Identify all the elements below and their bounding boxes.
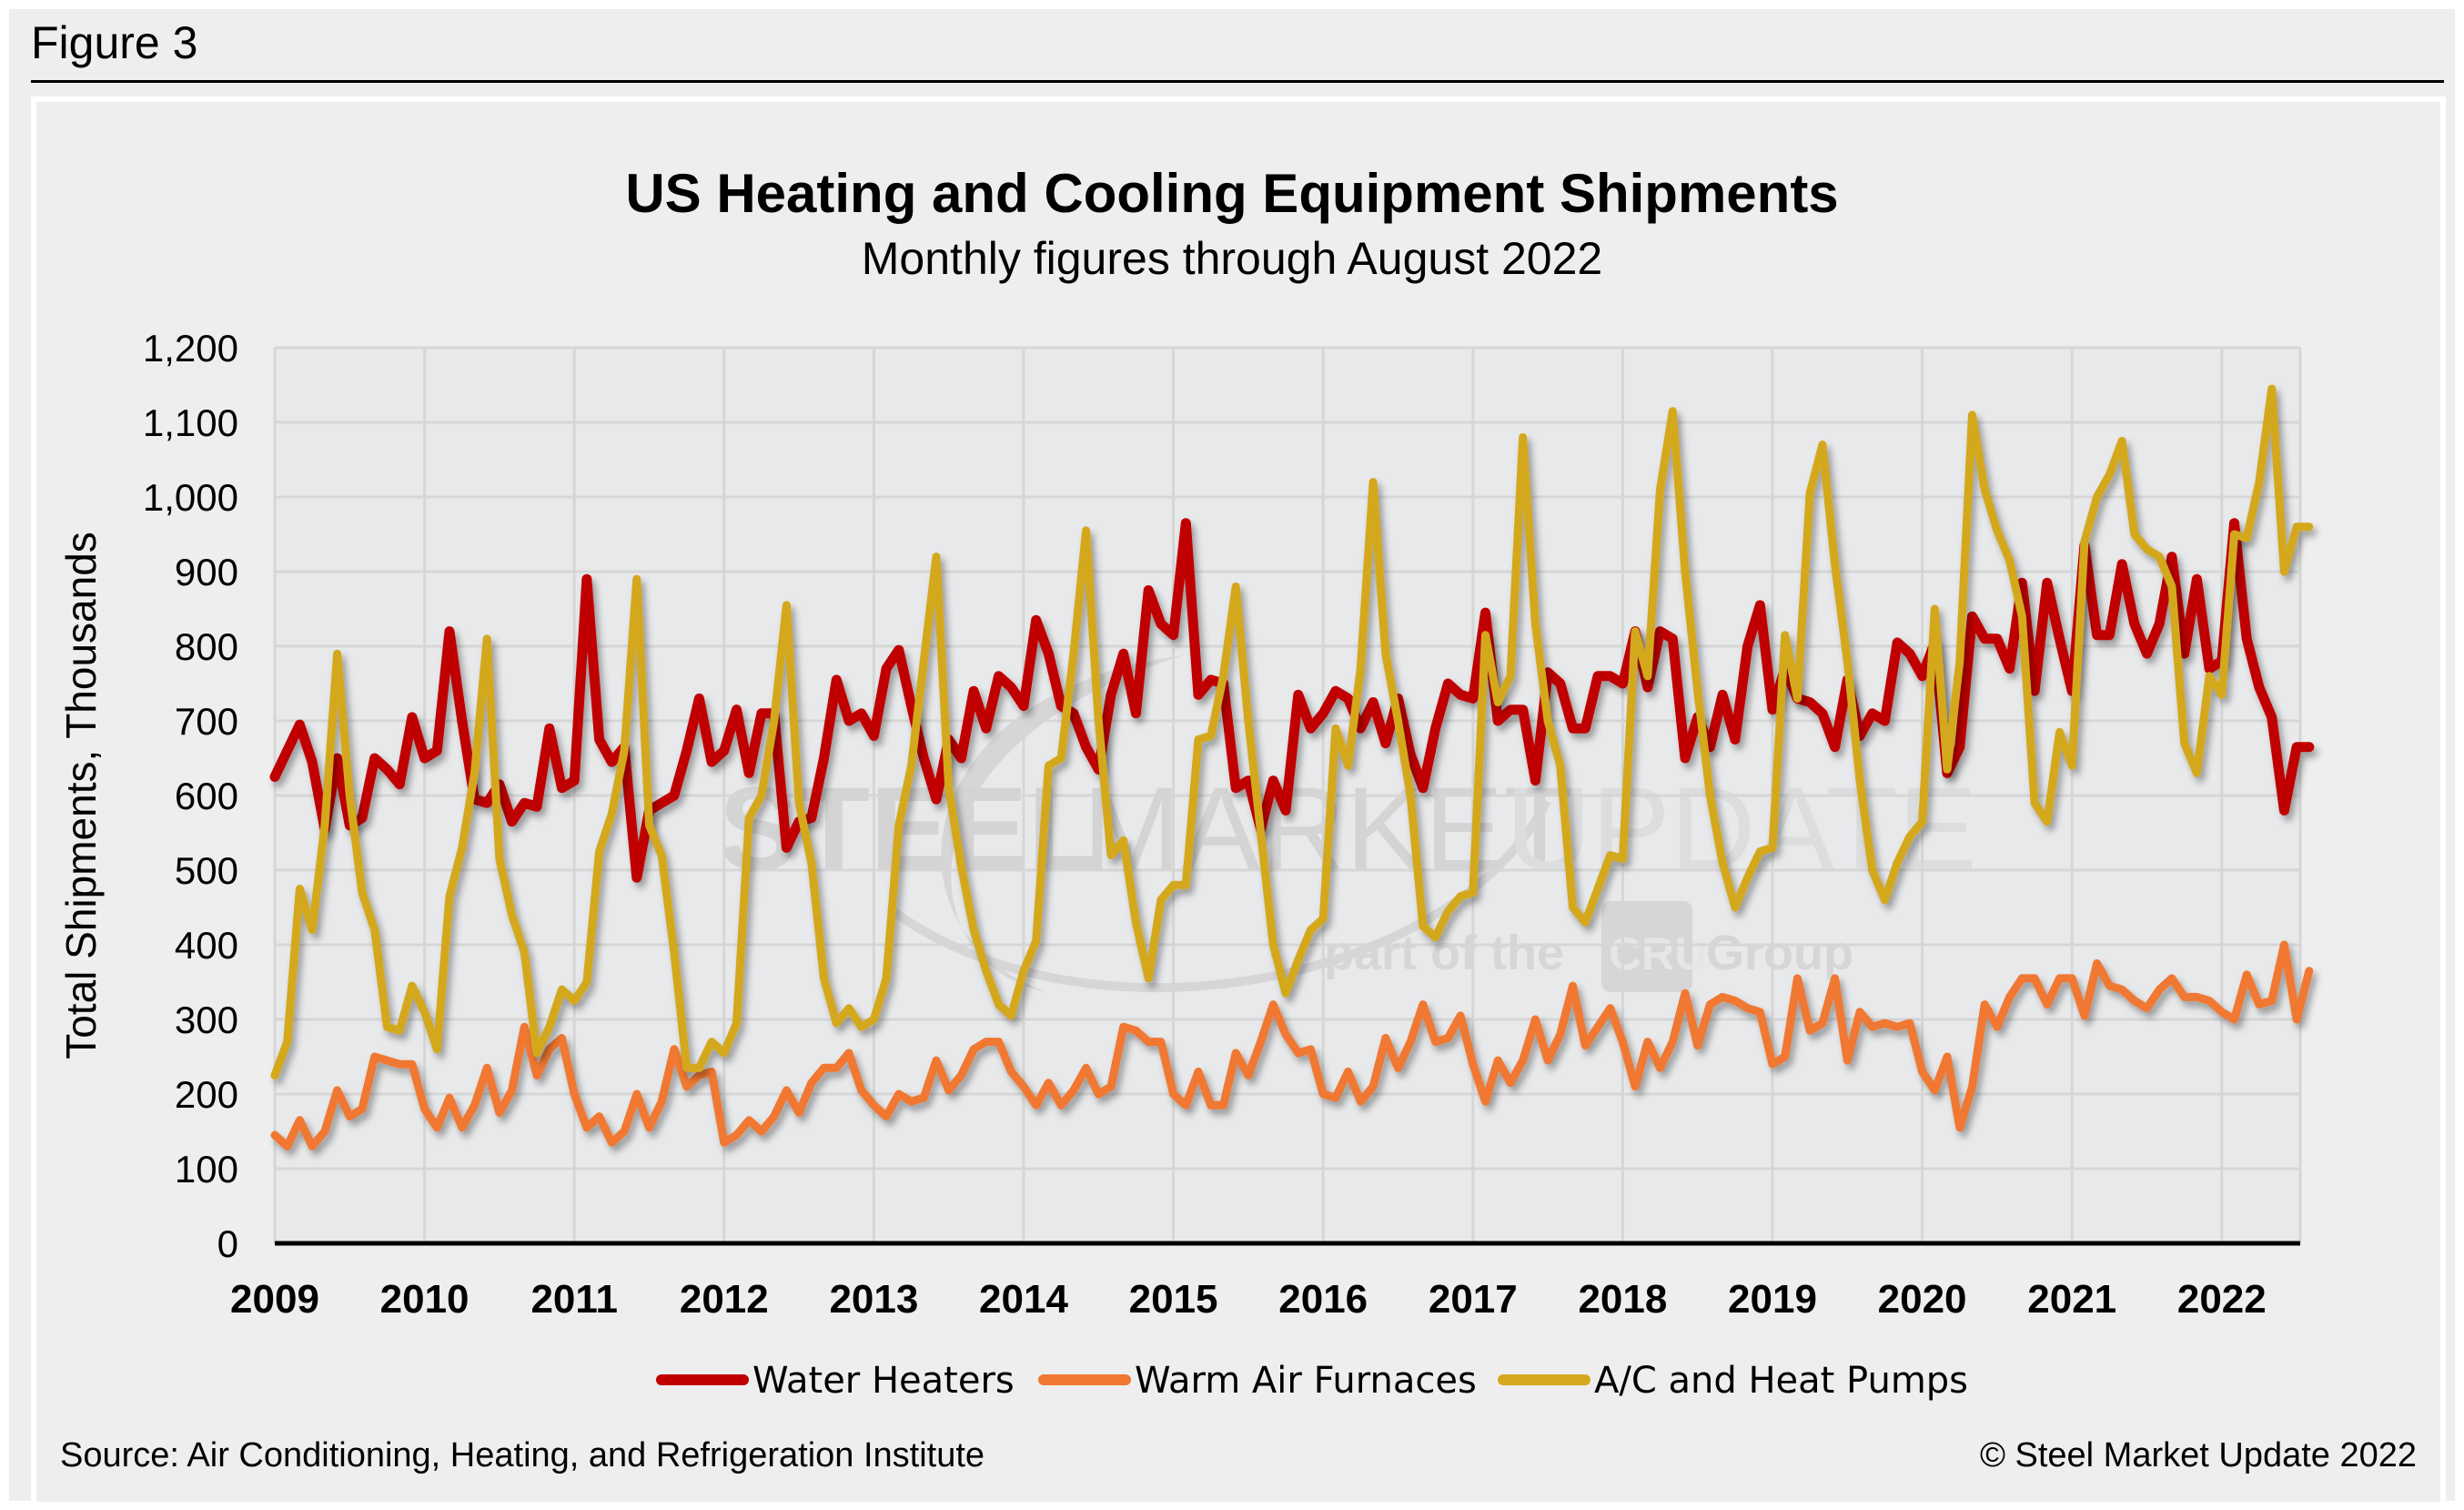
legend-label: A/C and Heat Pumps xyxy=(1594,1360,1968,1402)
series-line-warm-air-furnaces xyxy=(270,940,2314,1150)
source-note: Source: Air Conditioning, Heating, and R… xyxy=(60,1436,985,1475)
x-tick-label: 2021 xyxy=(2027,1277,2116,1322)
y-tick-label: 800 xyxy=(175,625,238,668)
x-tick-label: 2019 xyxy=(1728,1277,1817,1322)
series-line-a-c-and-heat-pumps xyxy=(270,384,2314,1079)
watermark-cru: CRU xyxy=(1609,928,1707,979)
y-tick-label: 500 xyxy=(175,849,238,892)
y-tick-label: 1,200 xyxy=(143,327,238,370)
y-axis-ticks: 0 100 200 300 400 500 600 700 800 900 1,000 1,100 1,… xyxy=(143,327,238,1265)
legend-label: Water Heaters xyxy=(752,1360,1015,1402)
x-tick-label: 2016 xyxy=(1278,1277,1368,1322)
legend: Water Heaters Warm Air Furnaces A/C and He… xyxy=(656,1360,1968,1402)
x-tick-label: 2010 xyxy=(380,1277,470,1322)
y-tick-label: 1,000 xyxy=(143,476,238,519)
watermark-group: Group xyxy=(1706,926,1853,980)
y-tick-label: 600 xyxy=(175,775,238,817)
watermark: STEEL MARKET UPDATE part of the CRU Grou… xyxy=(719,655,1977,993)
figure-label: Figure 3 xyxy=(31,17,198,68)
watermark-swoosh-arc xyxy=(889,798,1551,993)
y-axis-label: Total Shipments, Thousands xyxy=(57,532,105,1059)
y-tick-label: 100 xyxy=(175,1148,238,1191)
x-tick-label: 2013 xyxy=(829,1277,918,1322)
copyright-note: © Steel Market Update 2022 xyxy=(1979,1436,2417,1475)
x-tick-label: 2012 xyxy=(680,1277,769,1322)
y-tick-label: 700 xyxy=(175,700,238,743)
legend-label: Warm Air Furnaces xyxy=(1135,1360,1477,1402)
x-tick-label: 2015 xyxy=(1129,1277,1218,1322)
watermark-swoosh xyxy=(941,655,1183,992)
chart-subtitle: Monthly figures through August 2022 xyxy=(861,233,1603,284)
watermark-update: UPDATE xyxy=(1506,762,1977,895)
x-tick-label: 2011 xyxy=(530,1277,617,1322)
series-lines xyxy=(269,384,2315,1150)
figure-divider xyxy=(31,80,2444,83)
y-tick-label: 0 xyxy=(217,1222,238,1265)
y-tick-label: 900 xyxy=(175,551,238,593)
x-tick-label: 2022 xyxy=(2177,1277,2267,1322)
x-axis-ticks: 2009 2010 2011 2012 2013 2014 2015 2016 2017 2018… xyxy=(230,1277,2267,1322)
chart-title: US Heating and Cooling Equipment Shipmen… xyxy=(625,163,1839,224)
y-tick-label: 300 xyxy=(175,998,238,1041)
x-tick-label: 2018 xyxy=(1578,1277,1667,1322)
watermark-cru-box xyxy=(1601,901,1692,992)
x-tick-label: 2020 xyxy=(1878,1277,1967,1322)
series-line-water-heaters xyxy=(269,518,2315,883)
watermark-part-of-the: part of the xyxy=(1324,926,1564,980)
y-tick-label: 200 xyxy=(175,1073,238,1116)
x-tick-label: 2014 xyxy=(979,1277,1068,1322)
x-tick-label: 2009 xyxy=(230,1277,319,1322)
x-tick-label: 2017 xyxy=(1429,1277,1518,1322)
y-tick-label: 1,100 xyxy=(143,401,238,444)
y-tick-label: 400 xyxy=(175,924,238,967)
